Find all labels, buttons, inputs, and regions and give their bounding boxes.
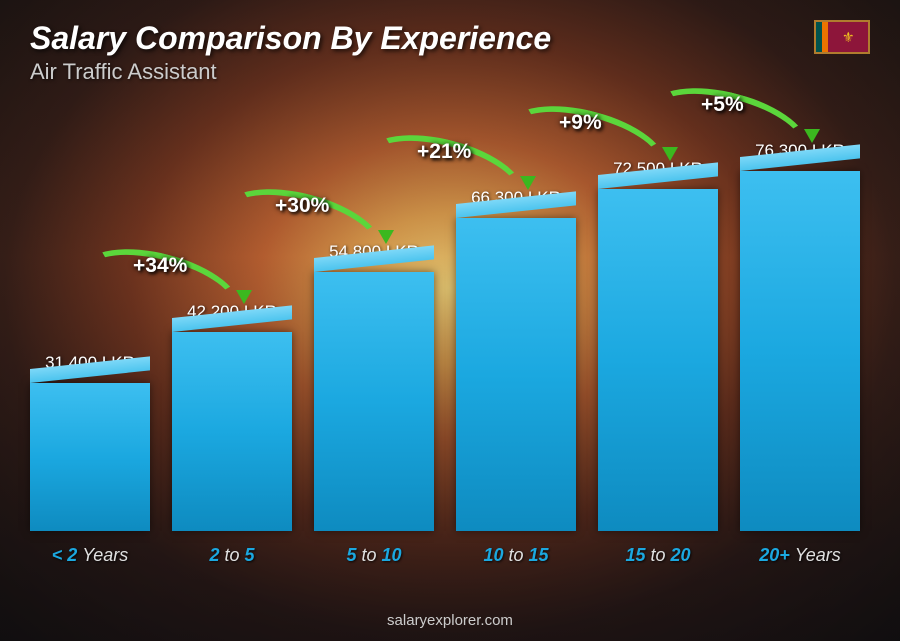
bar-chart: 31,400 LKR< 2 Years42,200 LKR2 to 554,80… <box>30 100 860 571</box>
bar <box>30 383 150 531</box>
bar-category-label: 5 to 10 <box>346 545 401 566</box>
increase-arrow-icon <box>378 230 394 244</box>
bar-group: 76,300 LKR20+ Years <box>740 141 860 531</box>
increase-arrow-icon <box>662 147 678 161</box>
bar-group: 31,400 LKR< 2 Years <box>30 353 150 531</box>
bar <box>598 189 718 531</box>
bar-group: 54,800 LKR5 to 10 <box>314 242 434 531</box>
bar-group: 66,300 LKR10 to 15 <box>456 188 576 531</box>
increase-arrow-icon <box>236 290 252 304</box>
bar-group: 42,200 LKR2 to 5 <box>172 302 292 531</box>
footer-source: salaryexplorer.com <box>0 612 900 629</box>
bar <box>314 272 434 531</box>
bar-category-label: 20+ Years <box>759 545 841 566</box>
chart-subtitle: Air Traffic Assistant <box>30 59 870 85</box>
increase-arrow-icon <box>804 129 820 143</box>
country-flag-srilanka: ⚜ <box>814 20 870 54</box>
bar-category-label: 15 to 20 <box>625 545 690 566</box>
bar-category-label: < 2 Years <box>52 545 129 566</box>
bar-category-label: 2 to 5 <box>209 545 254 566</box>
bar-group: 72,500 LKR15 to 20 <box>598 159 718 531</box>
bar-category-label: 10 to 15 <box>483 545 548 566</box>
chart-title: Salary Comparison By Experience <box>30 20 870 57</box>
bar <box>172 332 292 531</box>
increase-arrow-icon <box>520 176 536 190</box>
bar <box>456 218 576 531</box>
bar <box>740 171 860 531</box>
